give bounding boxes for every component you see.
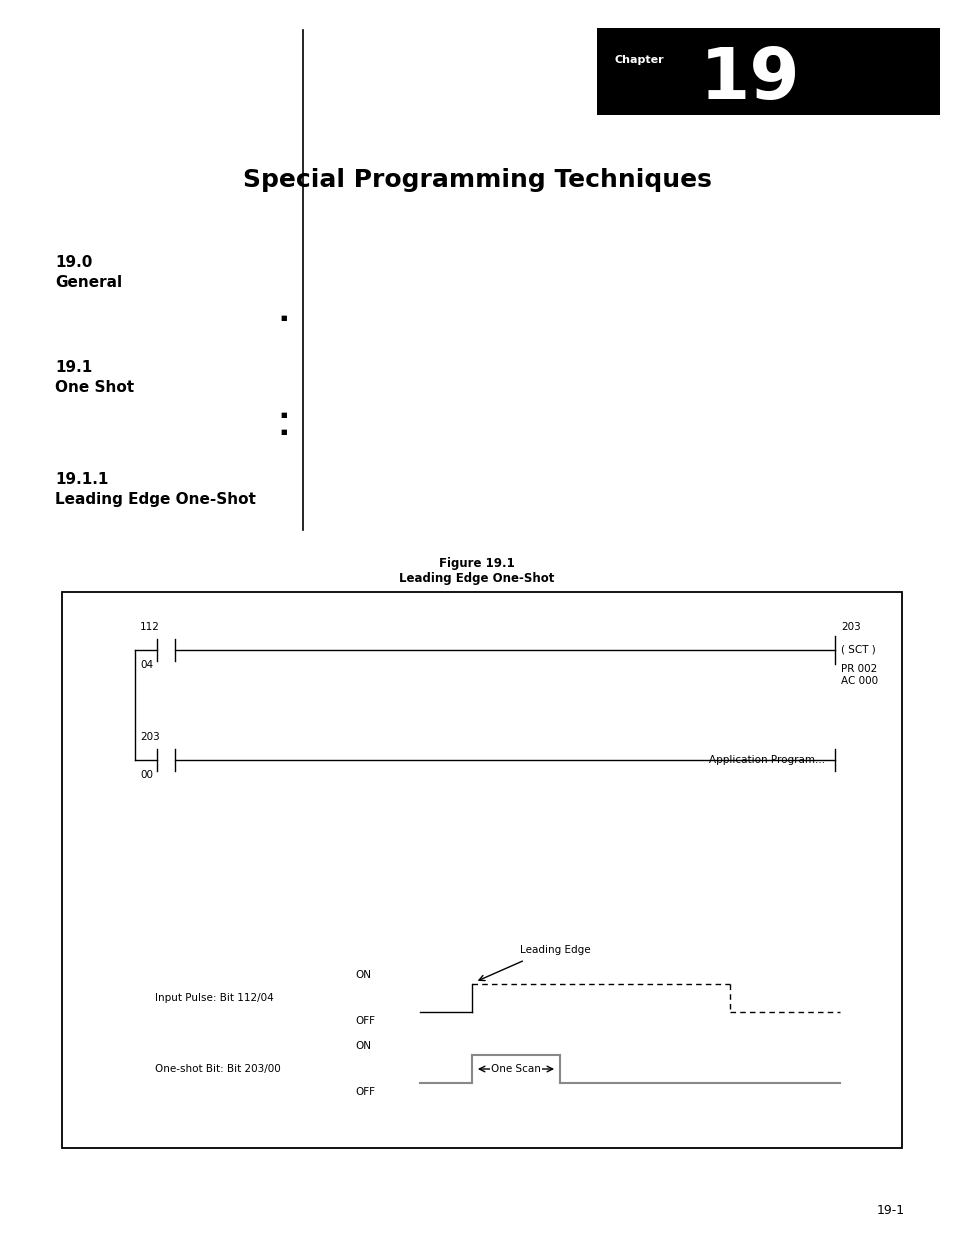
Text: Special Programming Techniques: Special Programming Techniques <box>242 168 711 191</box>
Text: PR 002: PR 002 <box>841 664 877 674</box>
Bar <box>62 592 901 1149</box>
Text: Chapter: Chapter <box>615 56 664 65</box>
Text: ( SCT ): ( SCT ) <box>841 645 875 655</box>
Text: 19-1: 19-1 <box>876 1203 904 1216</box>
Text: 04: 04 <box>140 659 153 671</box>
Text: Leading Edge One-Shot: Leading Edge One-Shot <box>55 492 255 508</box>
Text: ■: ■ <box>280 412 286 417</box>
Text: Application Program...: Application Program... <box>708 755 824 764</box>
Text: AC 000: AC 000 <box>841 676 877 685</box>
Text: 112: 112 <box>140 622 160 632</box>
Text: 203: 203 <box>140 732 159 742</box>
Text: 00: 00 <box>140 769 152 781</box>
Text: One Scan: One Scan <box>491 1065 540 1074</box>
Text: OFF: OFF <box>355 1016 375 1026</box>
Text: OFF: OFF <box>355 1087 375 1097</box>
Text: Input Pulse: Bit 112/04: Input Pulse: Bit 112/04 <box>154 993 274 1003</box>
Text: ON: ON <box>355 969 371 981</box>
Text: Leading Edge One-Shot: Leading Edge One-Shot <box>399 572 554 585</box>
Text: One-shot Bit: Bit 203/00: One-shot Bit: Bit 203/00 <box>154 1065 280 1074</box>
Bar <box>597 28 939 115</box>
Text: 203: 203 <box>841 622 860 632</box>
Text: 19.1: 19.1 <box>55 359 92 375</box>
Text: 19: 19 <box>700 44 800 114</box>
Text: ■: ■ <box>280 315 286 321</box>
Text: Figure 19.1: Figure 19.1 <box>438 557 515 571</box>
Text: ■: ■ <box>280 429 286 435</box>
Text: 19.1.1: 19.1.1 <box>55 472 109 487</box>
Text: 19.0: 19.0 <box>55 254 92 270</box>
Text: General: General <box>55 275 122 290</box>
Text: ON: ON <box>355 1041 371 1051</box>
Text: Leading Edge: Leading Edge <box>519 945 590 955</box>
Text: One Shot: One Shot <box>55 380 134 395</box>
